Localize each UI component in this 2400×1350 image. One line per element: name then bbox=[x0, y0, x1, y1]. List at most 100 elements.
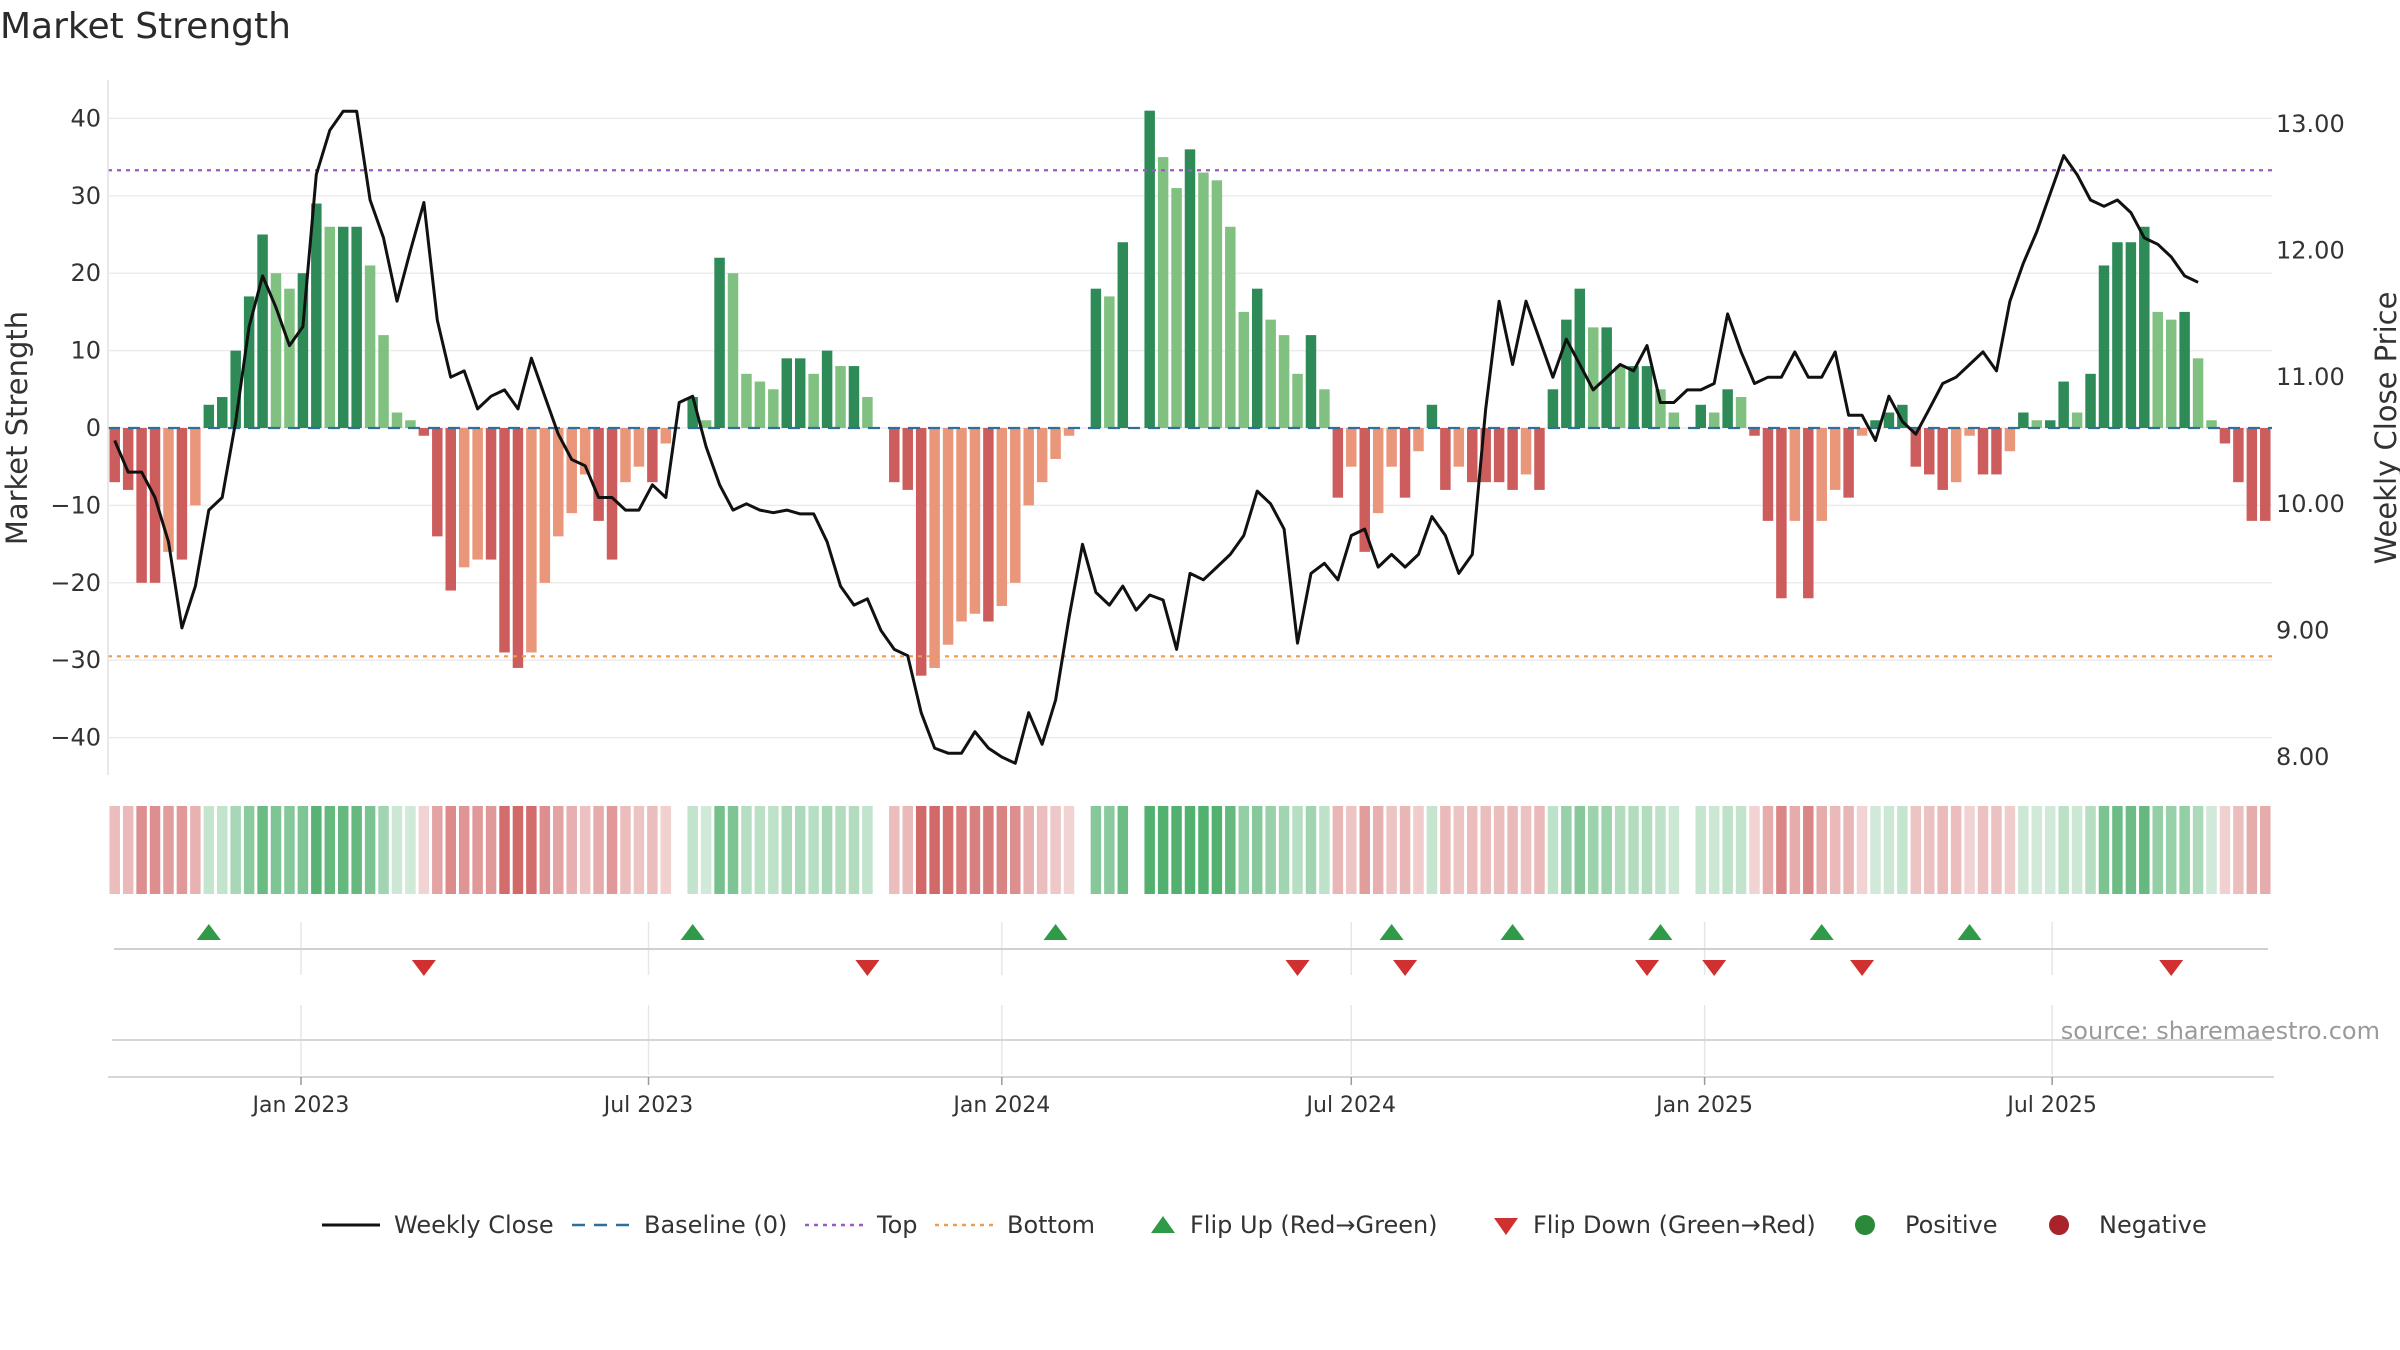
strength-bar bbox=[1305, 335, 1317, 428]
strength-bar bbox=[149, 428, 161, 583]
legend-label: Top bbox=[876, 1211, 918, 1239]
heat-cell bbox=[149, 806, 161, 894]
heat-cell bbox=[566, 806, 577, 894]
heat-cell bbox=[1211, 806, 1223, 894]
heat-cell bbox=[1561, 806, 1572, 894]
strength-bar bbox=[1977, 428, 1989, 475]
strength-bar bbox=[176, 428, 188, 560]
heat-cell bbox=[1453, 806, 1465, 894]
legend-item: Weekly Close bbox=[322, 1211, 554, 1239]
heat-cell bbox=[257, 806, 268, 894]
strength-bar bbox=[378, 335, 389, 428]
heat-cell bbox=[633, 806, 645, 894]
heat-cell bbox=[835, 806, 846, 894]
heat-cell bbox=[1399, 806, 1411, 894]
heat-cell bbox=[337, 806, 349, 894]
flip-down-marker bbox=[1634, 960, 1659, 976]
y2-tick-label: 12.00 bbox=[2276, 237, 2345, 265]
strength-bar bbox=[405, 420, 416, 428]
heat-cell bbox=[781, 806, 793, 894]
legend-label: Positive bbox=[1905, 1211, 1998, 1239]
strength-bar bbox=[1010, 428, 1021, 583]
heat-cell bbox=[1184, 806, 1196, 894]
heat-cell bbox=[2018, 806, 2029, 894]
strength-bar bbox=[1964, 428, 1975, 436]
left-y-axis: −40 −30 −20 −10 0 10 20 30 40 bbox=[50, 80, 109, 775]
strength-bar bbox=[2165, 319, 2177, 428]
x-tick-label: Jan 2025 bbox=[1654, 1093, 1753, 1118]
strength-bar bbox=[1036, 428, 1048, 483]
heat-cell bbox=[1386, 806, 1397, 894]
heat-cell bbox=[1520, 806, 1532, 894]
heat-cell bbox=[848, 806, 860, 894]
heat-cell bbox=[1440, 806, 1451, 894]
heat-cell bbox=[2165, 806, 2177, 894]
heat-cell bbox=[889, 806, 900, 894]
heat-cell bbox=[122, 806, 134, 894]
heat-cell bbox=[593, 806, 604, 894]
heat-cell bbox=[808, 806, 819, 894]
heat-cell bbox=[969, 806, 981, 894]
heat-cell bbox=[768, 806, 779, 894]
strength-bar bbox=[1816, 428, 1827, 521]
strength-bar bbox=[1628, 366, 1639, 428]
heat-cell bbox=[1547, 806, 1559, 894]
strength-bar bbox=[2098, 265, 2110, 428]
source-note: source: sharemaestro.com bbox=[2061, 1017, 2380, 1045]
strength-bar bbox=[136, 428, 147, 583]
strength-bar bbox=[1507, 428, 1518, 490]
heat-cell bbox=[351, 806, 362, 894]
strength-bar bbox=[848, 366, 860, 428]
strength-bar bbox=[311, 203, 322, 428]
strength-bar bbox=[1117, 242, 1129, 428]
strength-bar bbox=[2219, 428, 2231, 444]
heat-cell bbox=[1749, 806, 1760, 894]
strength-bar bbox=[109, 428, 120, 483]
strength-bar bbox=[1265, 319, 1276, 428]
heat-cell bbox=[1924, 806, 1935, 894]
strength-bar bbox=[1144, 110, 1155, 428]
strength-bar bbox=[1467, 428, 1478, 483]
strength-bar bbox=[2125, 242, 2137, 428]
strength-bar bbox=[230, 350, 241, 428]
heat-cell bbox=[405, 806, 416, 894]
strength-bar bbox=[391, 412, 403, 428]
heat-cell bbox=[512, 806, 524, 894]
strength-bar bbox=[808, 373, 819, 428]
heat-cell bbox=[929, 806, 940, 894]
strength-bar bbox=[337, 226, 349, 428]
heat-cell bbox=[176, 806, 188, 894]
heat-cell bbox=[1131, 806, 1141, 894]
heat-cell bbox=[1587, 806, 1599, 894]
heat-cell bbox=[1910, 806, 1922, 894]
legend-item: Flip Up (Red→Green) bbox=[1151, 1211, 1438, 1239]
heat-cell bbox=[647, 806, 658, 894]
strength-bar bbox=[1695, 404, 1706, 428]
strength-bar bbox=[727, 273, 739, 428]
heat-cell bbox=[754, 806, 766, 894]
strength-bar bbox=[2071, 412, 2083, 428]
y-axis-label: Market Strength bbox=[0, 311, 34, 545]
heat-cell bbox=[1278, 806, 1290, 894]
strength-bar bbox=[1561, 319, 1572, 428]
strength-bar bbox=[835, 366, 846, 428]
strength-bar bbox=[1426, 404, 1438, 428]
strength-bar bbox=[1897, 404, 1908, 428]
heat-cell bbox=[1682, 806, 1692, 894]
heat-cell bbox=[1789, 806, 1801, 894]
flip-down-marker bbox=[411, 960, 436, 976]
heat-cell bbox=[1708, 806, 1720, 894]
strength-bar bbox=[606, 428, 618, 560]
strength-bar bbox=[889, 428, 900, 483]
empty-panel bbox=[112, 1005, 2272, 1075]
heat-cell bbox=[217, 806, 228, 894]
heat-cell bbox=[862, 806, 873, 894]
flip-up-marker bbox=[196, 924, 221, 940]
strength-bar bbox=[2152, 311, 2163, 428]
heat-cell bbox=[1534, 806, 1545, 894]
heat-cell bbox=[794, 806, 806, 894]
y2-tick-label: 8.00 bbox=[2276, 743, 2329, 771]
strength-bar bbox=[1104, 296, 1115, 428]
weekly-close-line-group bbox=[113, 109, 2199, 765]
heat-cell bbox=[996, 806, 1008, 894]
